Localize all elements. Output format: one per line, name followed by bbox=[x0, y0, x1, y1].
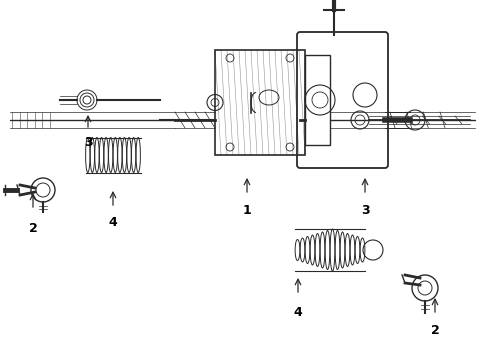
Bar bbox=[215, 50, 305, 155]
Text: 1: 1 bbox=[243, 203, 251, 216]
Text: 3: 3 bbox=[84, 135, 92, 148]
Text: 3: 3 bbox=[361, 203, 369, 216]
Text: 2: 2 bbox=[28, 221, 37, 234]
Bar bbox=[305, 55, 330, 145]
Text: 4: 4 bbox=[294, 306, 302, 319]
Text: 2: 2 bbox=[431, 324, 440, 337]
Text: 4: 4 bbox=[109, 216, 118, 229]
